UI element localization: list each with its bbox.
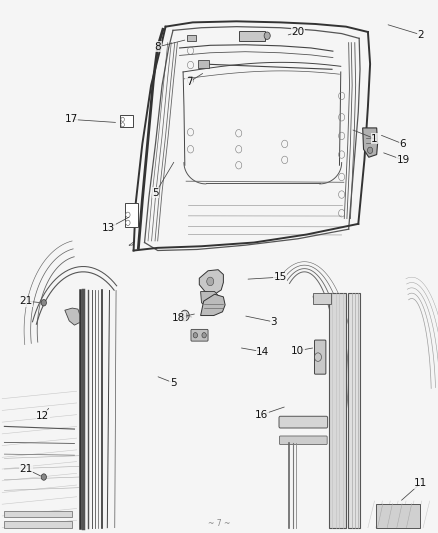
- Text: 16: 16: [255, 410, 268, 419]
- FancyBboxPatch shape: [279, 436, 327, 445]
- Text: 18: 18: [172, 313, 185, 322]
- FancyBboxPatch shape: [279, 416, 328, 428]
- Circle shape: [126, 212, 130, 217]
- Text: 12: 12: [36, 411, 49, 421]
- Text: 6: 6: [399, 139, 406, 149]
- Circle shape: [207, 277, 214, 286]
- Polygon shape: [201, 294, 225, 316]
- Bar: [328, 293, 346, 528]
- Polygon shape: [65, 308, 80, 325]
- FancyBboxPatch shape: [198, 60, 209, 68]
- Circle shape: [367, 147, 373, 154]
- Text: 17: 17: [64, 115, 78, 124]
- Text: 14: 14: [256, 347, 269, 357]
- Bar: [4, 521, 72, 528]
- Circle shape: [126, 220, 130, 225]
- Circle shape: [183, 313, 187, 318]
- Text: 21: 21: [20, 464, 33, 474]
- Text: 19: 19: [396, 155, 410, 165]
- Polygon shape: [363, 128, 378, 157]
- Text: 3: 3: [270, 317, 277, 327]
- FancyBboxPatch shape: [314, 340, 326, 374]
- Text: 2: 2: [417, 30, 424, 39]
- Bar: [313, 293, 331, 304]
- Bar: [120, 115, 133, 127]
- Text: 20: 20: [291, 27, 304, 37]
- Circle shape: [41, 474, 46, 480]
- Polygon shape: [199, 270, 223, 294]
- Circle shape: [193, 333, 198, 338]
- Text: 21: 21: [20, 296, 33, 306]
- Text: 11: 11: [414, 479, 427, 488]
- Circle shape: [41, 300, 46, 306]
- Bar: [348, 293, 360, 528]
- FancyBboxPatch shape: [187, 35, 196, 41]
- Text: 8: 8: [154, 42, 161, 52]
- Text: 5: 5: [170, 378, 177, 387]
- Bar: [4, 511, 72, 517]
- Circle shape: [264, 32, 270, 39]
- Circle shape: [121, 123, 124, 127]
- Text: 1: 1: [371, 134, 378, 143]
- Text: 13: 13: [102, 223, 115, 233]
- Polygon shape: [376, 504, 420, 528]
- Polygon shape: [201, 292, 222, 310]
- Text: 5: 5: [152, 188, 159, 198]
- Circle shape: [121, 117, 124, 122]
- Bar: [125, 203, 138, 227]
- FancyBboxPatch shape: [191, 329, 208, 341]
- Text: 10: 10: [291, 346, 304, 356]
- Circle shape: [180, 310, 189, 321]
- Text: ~ 7 ~: ~ 7 ~: [208, 519, 230, 528]
- Text: 15: 15: [274, 272, 287, 282]
- Circle shape: [202, 333, 206, 338]
- Text: 7: 7: [186, 77, 193, 87]
- FancyBboxPatch shape: [239, 31, 265, 41]
